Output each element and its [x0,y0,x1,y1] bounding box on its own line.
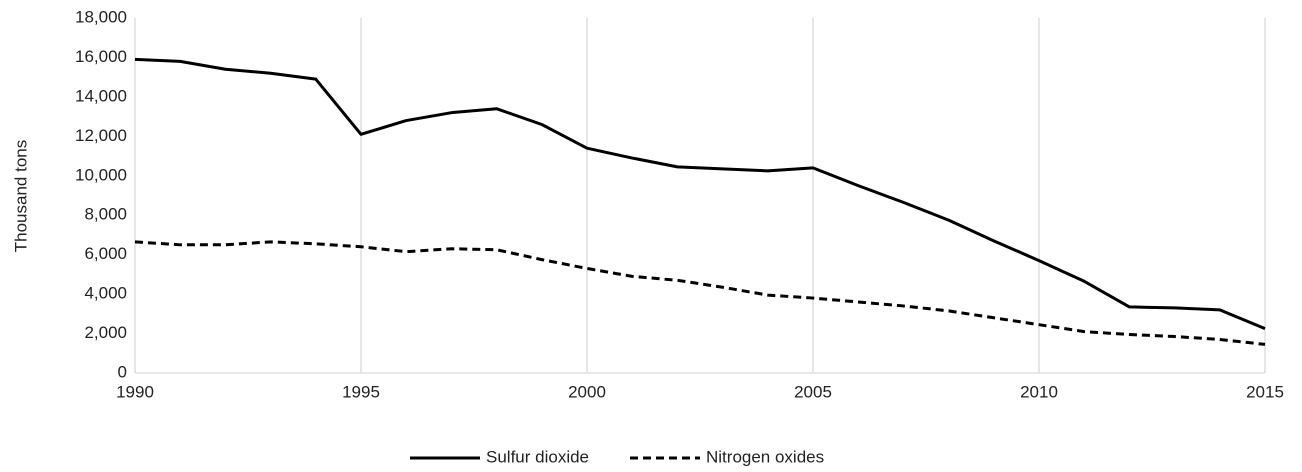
x-tick-label: 2000 [568,382,606,401]
y-tick-label: 4,000 [84,284,127,303]
x-tick-label: 1995 [342,382,380,401]
y-axis-label: Thousand tons [11,140,30,252]
y-tick-label: 12,000 [75,126,127,145]
y-tick-label: 16,000 [75,47,127,66]
legend-label: Sulfur dioxide [486,447,589,466]
y-tick-label: 14,000 [75,86,127,105]
line-series [134,240,1266,346]
y-tick-label: 6,000 [84,244,127,263]
y-tick-label: 2,000 [84,323,127,342]
line-series [134,57,1266,331]
x-tick-label: 2010 [1020,382,1058,401]
y-tick-label: 0 [118,362,127,381]
y-tick-label: 10,000 [75,165,127,184]
y-tick-label: 18,000 [75,7,127,26]
x-tick-label: 1990 [116,382,154,401]
x-tick-label: 2015 [1246,382,1284,401]
y-tick-label: 8,000 [84,205,127,224]
legend-label: Nitrogen oxides [706,447,824,466]
x-tick-label: 2005 [794,382,832,401]
